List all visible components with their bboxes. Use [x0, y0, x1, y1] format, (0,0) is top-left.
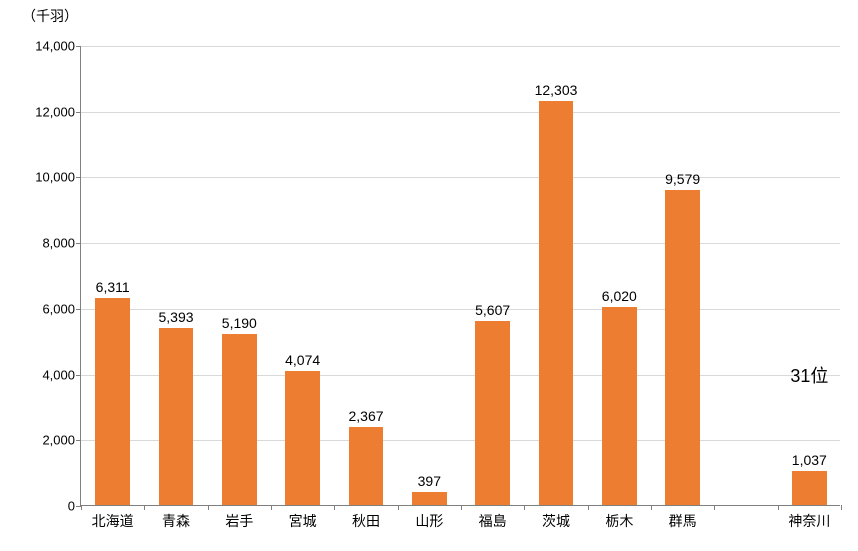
bar	[539, 101, 574, 505]
y-axis-title: （千羽）	[22, 6, 78, 26]
gridline	[81, 440, 840, 441]
x-tick-mark	[461, 505, 462, 510]
x-category-label: 栃木	[605, 505, 633, 531]
x-category-label: 秋田	[352, 505, 380, 531]
x-tick-mark	[208, 505, 209, 510]
bar	[475, 321, 510, 505]
x-category-label: 宮城	[289, 505, 317, 531]
bar-value-label: 397	[418, 473, 441, 493]
x-tick-mark	[651, 505, 652, 510]
bar-chart: （千羽） 02,0004,0006,0008,00010,00012,00014…	[0, 0, 858, 551]
bar	[95, 298, 130, 505]
x-tick-mark	[144, 505, 145, 510]
bar-value-label: 4,074	[285, 352, 320, 372]
y-tick-label: 10,000	[35, 170, 81, 185]
y-tick-label: 6,000	[42, 301, 81, 316]
bar	[349, 427, 384, 505]
y-tick-label: 12,000	[35, 104, 81, 119]
gridline	[81, 177, 840, 178]
bar-value-label: 2,367	[348, 408, 383, 428]
bar	[222, 334, 257, 505]
bar	[602, 307, 637, 505]
x-tick-mark	[334, 505, 335, 510]
x-tick-mark	[588, 505, 589, 510]
x-category-label: 北海道	[92, 505, 134, 531]
x-tick-mark	[714, 505, 715, 510]
plot-area: 02,0004,0006,0008,00010,00012,00014,0006…	[80, 46, 840, 506]
bar-value-label: 6,311	[96, 279, 130, 299]
gridline	[81, 375, 840, 376]
bar	[159, 328, 194, 505]
y-tick-label: 2,000	[42, 433, 81, 448]
x-tick-mark	[81, 505, 82, 510]
x-tick-mark	[271, 505, 272, 510]
gridline	[81, 112, 840, 113]
bar	[792, 471, 827, 505]
x-tick-mark	[398, 505, 399, 510]
x-tick-mark	[778, 505, 779, 510]
gridline	[81, 309, 840, 310]
bar-value-label: 6,020	[602, 288, 637, 308]
rank-annotation: 31位	[790, 362, 828, 388]
bar	[665, 190, 700, 505]
x-tick-mark	[524, 505, 525, 510]
gridline	[81, 243, 840, 244]
x-category-label: 茨城	[542, 505, 570, 531]
y-tick-label: 4,000	[42, 367, 81, 382]
bar-value-label: 5,607	[475, 302, 510, 322]
x-tick-mark	[841, 505, 842, 510]
bar	[285, 371, 320, 505]
y-tick-label: 8,000	[42, 236, 81, 251]
bar-value-label: 12,303	[535, 82, 578, 102]
gridline	[81, 46, 840, 47]
bar-value-label: 1,037	[792, 452, 827, 472]
bar-value-label: 5,393	[158, 309, 193, 329]
x-category-label: 岩手	[225, 505, 253, 531]
x-category-label: 山形	[415, 505, 443, 531]
x-category-label: 福島	[479, 505, 507, 531]
y-tick-label: 14,000	[35, 39, 81, 54]
bar-value-label: 5,190	[222, 315, 257, 335]
x-category-label: 群馬	[669, 505, 697, 531]
bar	[412, 492, 447, 505]
y-tick-label: 0	[68, 499, 81, 514]
x-category-label: 青森	[162, 505, 190, 531]
x-category-label: 神奈川	[788, 505, 830, 531]
bar-value-label: 9,579	[665, 171, 700, 191]
